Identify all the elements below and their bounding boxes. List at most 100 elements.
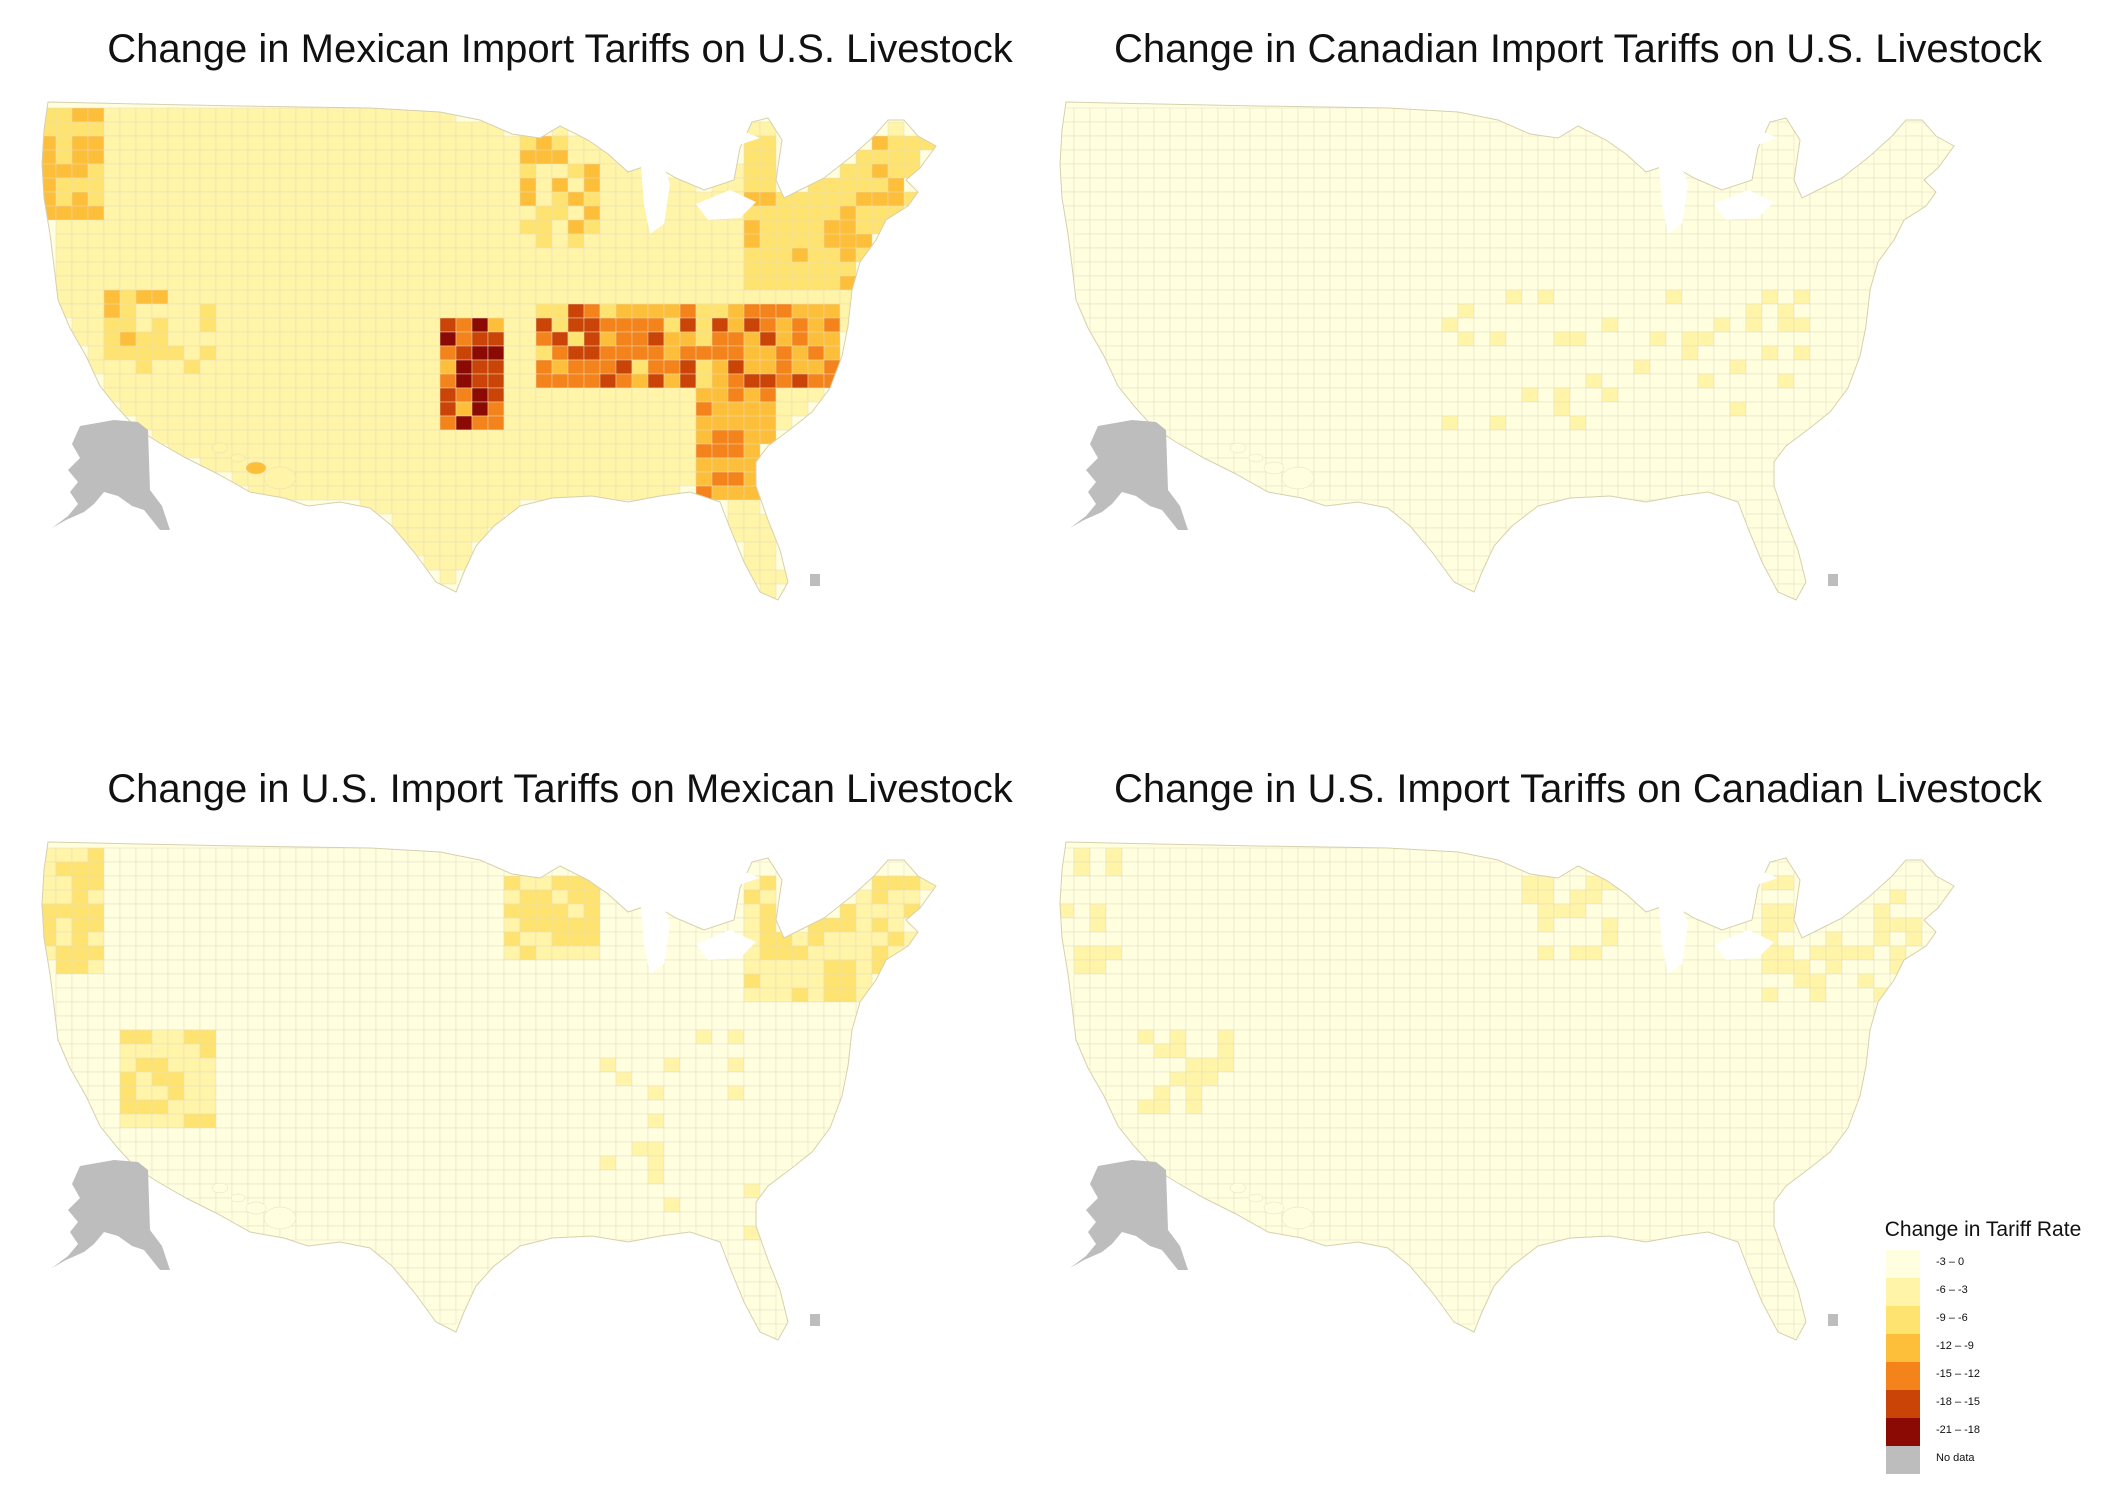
county-cell: [599, 1211, 617, 1227]
county-cell: [87, 205, 105, 221]
county-cell: [439, 1113, 457, 1129]
county-cell: [1345, 1029, 1363, 1045]
county-cell: [375, 499, 393, 515]
county-cell: [1345, 1085, 1363, 1101]
county-cells: [42, 107, 936, 599]
county-cell: [343, 149, 361, 165]
county-cell: [727, 289, 745, 305]
county-cell: [455, 959, 473, 975]
county-cell: [807, 973, 825, 989]
county-cell: [1697, 443, 1715, 459]
county-cell: [1553, 317, 1571, 333]
county-cell: [823, 191, 841, 207]
county-cell: [1137, 903, 1155, 919]
county-cell: [439, 959, 457, 975]
county-cell: [1617, 331, 1635, 347]
county-cell: [1249, 317, 1267, 333]
county-cell: [1249, 931, 1267, 947]
county-cell: [1377, 387, 1395, 403]
county-cell: [711, 959, 729, 975]
county-cell: [1409, 917, 1427, 933]
county-cell: [1153, 973, 1171, 989]
county-cell: [1217, 191, 1235, 207]
county-cell: [1473, 889, 1491, 905]
county-cell: [327, 345, 345, 361]
county-cell: [1441, 1001, 1459, 1017]
county-cell: [1729, 1071, 1747, 1087]
county-cell: [1185, 889, 1203, 905]
county-cell: [567, 135, 585, 151]
county-cell: [1105, 107, 1123, 123]
county-cell: [743, 1253, 761, 1269]
county-cell: [1441, 107, 1459, 123]
county-cell: [1425, 359, 1443, 375]
county-cell: [1777, 289, 1795, 305]
county-cell: [807, 317, 825, 333]
county-cell: [279, 1085, 297, 1101]
county-cell: [631, 1029, 649, 1045]
county-cell: [663, 233, 681, 249]
county-cell: [1265, 345, 1283, 361]
county-cell: [135, 289, 153, 305]
county-cell: [423, 945, 441, 961]
county-cell: [1185, 149, 1203, 165]
county-cell: [615, 945, 633, 961]
county-cell: [1761, 973, 1779, 989]
county-cell: [1185, 1001, 1203, 1017]
county-cell: [167, 917, 185, 933]
county-cell: [1553, 917, 1571, 933]
county-cell: [215, 1099, 233, 1115]
county-cell: [535, 1071, 553, 1087]
county-cell: [695, 1155, 713, 1171]
county-cell: [583, 177, 601, 193]
county-cell: [839, 261, 857, 277]
county-cell: [1601, 1071, 1619, 1087]
county-cell: [1361, 917, 1379, 933]
county-cell: [1633, 317, 1651, 333]
county-cell: [759, 149, 777, 165]
county-cell: [199, 233, 217, 249]
county-cell: [439, 317, 457, 333]
county-cell: [327, 107, 345, 123]
county-cell: [1841, 247, 1859, 263]
county-cell: [119, 959, 137, 975]
county-cell: [1729, 415, 1747, 431]
county-cell: [1537, 289, 1555, 305]
county-cell: [871, 135, 889, 151]
county-cell: [1601, 457, 1619, 473]
county-cell: [775, 359, 793, 375]
county-cell: [1681, 317, 1699, 333]
county-cell: [503, 1169, 521, 1185]
county-cell: [1169, 1155, 1187, 1171]
county-cell: [423, 1015, 441, 1031]
county-cell: [503, 903, 521, 919]
county-cell: [199, 1099, 217, 1115]
county-cell: [1073, 275, 1091, 291]
county-cell: [871, 163, 889, 179]
county-cell: [567, 415, 585, 431]
county-cell: [375, 1211, 393, 1227]
county-cell: [583, 387, 601, 403]
county-cell: [551, 987, 569, 1003]
county-cell: [1633, 1085, 1651, 1101]
county-cell: [1137, 875, 1155, 891]
county-cell: [423, 987, 441, 1003]
county-cell: [583, 1015, 601, 1031]
county-cell: [599, 917, 617, 933]
county-cell: [1761, 401, 1779, 417]
county-cell: [1217, 457, 1235, 473]
county-cell: [1345, 261, 1363, 277]
county-cell: [231, 289, 249, 305]
county-cell: [1505, 401, 1523, 417]
county-cell: [1665, 1141, 1683, 1157]
county-cell: [487, 945, 505, 961]
county-cell: [42, 205, 57, 221]
county-cell: [119, 931, 137, 947]
county-cell: [1745, 247, 1763, 263]
county-cell: [567, 1225, 585, 1241]
county-cell: [407, 1043, 425, 1059]
county-cell: [1201, 1071, 1219, 1087]
county-cell: [823, 1001, 841, 1017]
county-cell: [551, 331, 569, 347]
county-cell: [615, 289, 633, 305]
